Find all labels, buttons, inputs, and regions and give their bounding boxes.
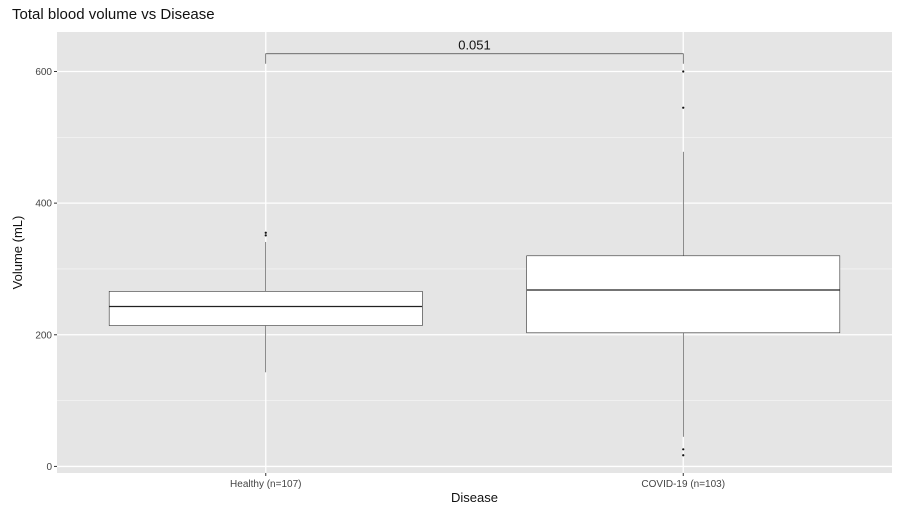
y-tick-label: 0: [46, 462, 52, 473]
y-axis: 0 200 400 600: [35, 67, 57, 473]
outlier-point: [682, 448, 685, 451]
significance-bracket: [265, 53, 684, 64]
plot-panel: [57, 32, 892, 473]
significance-annotation: 0.051: [265, 38, 684, 64]
chart-title: Total blood volume vs Disease: [12, 6, 215, 23]
y-tick-label: 400: [35, 199, 52, 210]
box-iqr: [526, 255, 841, 334]
box-iqr: [108, 291, 423, 326]
box-covid: [526, 70, 841, 457]
x-tick-label: COVID-19 (n=103): [641, 479, 725, 490]
boxes-group: [108, 70, 841, 457]
significance-label: 0.051: [458, 38, 491, 53]
outlier-point: [682, 106, 685, 109]
y-axis-label: Volume (mL): [10, 216, 25, 290]
x-axis: Healthy (n=107) COVID-19 (n=103): [230, 473, 725, 490]
outlier-point: [682, 70, 685, 73]
y-tick-label: 600: [35, 67, 52, 78]
outlier-point: [682, 454, 685, 457]
y-tick-label: 200: [35, 330, 52, 341]
outlier-point: [264, 231, 267, 234]
x-tick-label: Healthy (n=107): [230, 479, 301, 490]
x-axis-label: Disease: [451, 490, 498, 505]
box-healthy: [108, 231, 423, 373]
outlier-point: [264, 234, 267, 237]
